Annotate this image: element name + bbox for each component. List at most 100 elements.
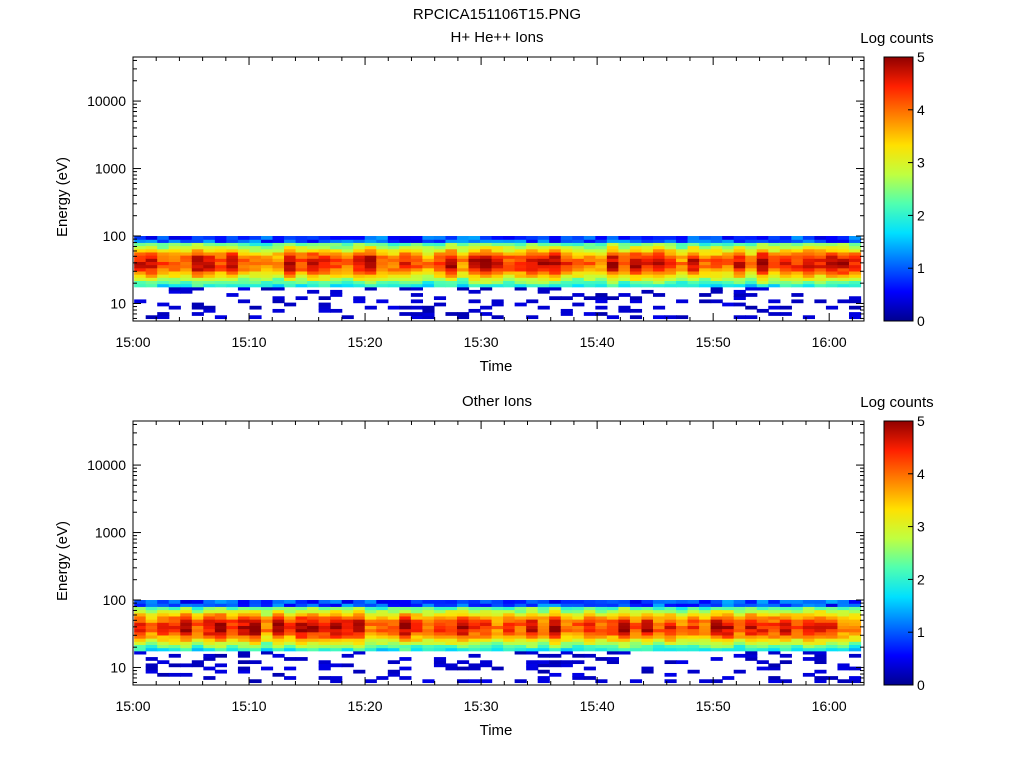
heatmap-cell [733,619,746,623]
heatmap-cell [433,600,447,604]
heatmap-cell [710,267,723,272]
heatmap-cell [445,628,458,633]
heatmap-cell [203,270,216,275]
heatmap-cell [583,258,596,262]
heatmap-cell [249,622,262,626]
heatmap-cell [134,274,147,278]
heatmap-cell [526,641,539,645]
heatmap-cell [433,270,447,275]
heatmap-cell [272,255,285,259]
heatmap-cell [699,679,712,684]
heatmap-cell [456,242,470,247]
heatmap-cell [191,251,204,256]
heatmap-cell [168,609,181,614]
heatmap-cell [272,248,285,253]
heatmap-cell [526,274,539,278]
heatmap-cell [514,647,527,652]
colorbar-title: Log counts [860,30,933,47]
heatmap-cell [560,236,573,240]
heatmap-cell [318,270,331,275]
heatmap-cell [307,239,320,243]
heatmap-cell [353,283,366,288]
heatmap-cell [341,638,354,642]
heatmap-cell [330,641,343,645]
heatmap-cell [572,631,585,636]
heatmap-cell [768,236,781,240]
heatmap-cell [802,255,815,259]
heatmap-cell [260,242,274,247]
heatmap-cell [364,305,377,310]
heatmap-cell [514,644,527,649]
heatmap-cell [802,245,815,250]
heatmap-cell [791,644,804,649]
heatmap-cell [537,600,550,604]
heatmap-cell [376,270,389,275]
heatmap-cell [595,248,608,253]
heatmap-cell [802,634,815,639]
heatmap-cell [814,609,827,614]
heatmap-cell [422,612,435,617]
heatmap-cell [503,634,516,639]
heatmap-cell [410,267,423,272]
heatmap-cell [756,286,769,291]
heatmap-cell [664,236,677,240]
colorbar-gradient [883,420,914,686]
heatmap-cell [537,248,550,253]
heatmap-cell [837,258,850,262]
heatmap-cell [203,258,216,262]
heatmap-cell [272,653,285,658]
heatmap-cell [745,631,758,636]
heatmap-cell [514,679,527,684]
heatmap-cell [157,239,170,243]
heatmap-cell [330,248,343,253]
heatmap-cell [745,653,758,658]
heatmap-cell [284,600,297,604]
heatmap-cell [456,270,470,275]
heatmap-cell [641,277,654,281]
heatmap-cell [284,277,297,281]
heatmap-cell [733,236,746,240]
heatmap-cell [353,255,366,259]
heatmap-cell [503,603,516,607]
heatmap-cell [537,615,550,620]
heatmap-cell [837,666,850,671]
heatmap-cell [272,308,285,313]
heatmap-cell [456,666,470,671]
heatmap-cell [145,264,158,269]
heatmap-cell [203,248,216,253]
heatmap-cell [260,666,274,671]
heatmap-cell [572,283,585,288]
heatmap-cell [364,615,377,620]
heatmap-cell [825,619,839,623]
heatmap-cell [341,245,354,250]
heatmap-cell [134,299,147,304]
heatmap-cell [249,679,262,684]
heatmap-cell [560,296,573,301]
heatmap-cell [433,283,447,288]
heatmap-cell [480,606,493,611]
heatmap-cell [537,679,550,684]
heatmap-cell [526,270,539,275]
heatmap-cell [779,660,792,665]
heatmap-cell [214,255,227,259]
heatmap-cell [549,270,562,275]
heatmap-cell [745,242,758,247]
heatmap-cell [848,666,862,671]
heatmap-cell [353,239,366,243]
heatmap-cell [284,264,297,269]
heatmap-cell [791,236,804,240]
heatmap-cell [364,641,377,645]
heatmap-cell [145,280,158,285]
heatmap-cell [249,647,262,652]
heatmap-cell [157,660,170,665]
heatmap-cell [433,236,447,240]
heatmap-cell [802,277,815,281]
heatmap-cell [307,619,320,623]
heatmap-cell [410,286,423,291]
x-tick-label: 15:10 [232,698,267,714]
heatmap-cell [491,631,504,636]
heatmap-cell [468,641,481,645]
heatmap-cell [699,283,712,288]
heatmap-cell [203,606,216,611]
heatmap-cell [526,612,539,617]
